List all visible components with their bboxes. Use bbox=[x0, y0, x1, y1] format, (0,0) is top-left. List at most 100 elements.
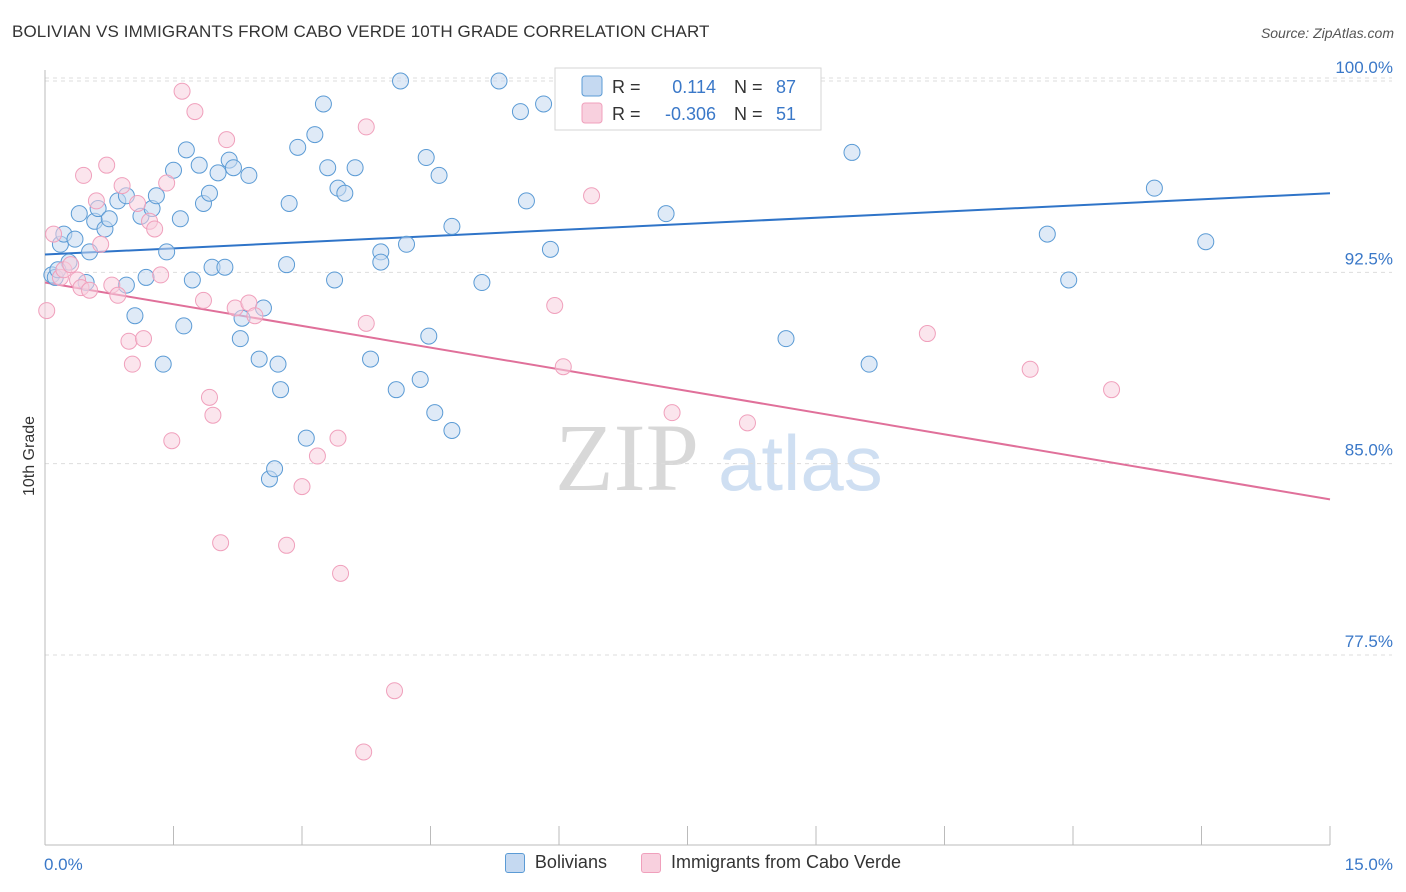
y-tick-label: 77.5% bbox=[1345, 632, 1393, 651]
point-bolivians bbox=[843, 143, 861, 161]
point-bolivians bbox=[250, 350, 268, 368]
tick-labels: 77.5% 85.0% 92.5% 100.0% 0.0% 15.0% bbox=[44, 58, 1393, 874]
y-tick-label: 85.0% bbox=[1345, 441, 1393, 460]
point-bolivians bbox=[137, 268, 155, 286]
point-cabo-verde bbox=[204, 406, 222, 424]
legend-item-bolivians: Bolivians bbox=[504, 852, 607, 873]
point-cabo-verde bbox=[87, 192, 105, 210]
bottom-legend: Bolivians Immigrants from Cabo Verde bbox=[0, 852, 1406, 873]
legend-n-value-2: 51 bbox=[776, 104, 796, 124]
point-cabo-verde bbox=[158, 174, 176, 192]
legend-swatch-cabo-verde bbox=[581, 102, 603, 124]
point-cabo-verde bbox=[98, 156, 116, 174]
legend-r-label-1: R = bbox=[612, 77, 641, 97]
point-bolivians bbox=[190, 156, 208, 174]
point-bolivians bbox=[269, 355, 287, 373]
grid bbox=[45, 77, 1392, 656]
point-bolivians bbox=[490, 72, 508, 90]
point-cabo-verde bbox=[123, 355, 141, 373]
point-bolivians bbox=[346, 159, 364, 177]
legend-n-label-2: N = bbox=[734, 104, 763, 124]
legend-box: R = 0.114 N = 87 R = -0.306 N = 51 bbox=[554, 67, 822, 131]
point-bolivians bbox=[66, 230, 84, 248]
point-bolivians bbox=[306, 126, 324, 144]
point-cabo-verde bbox=[200, 388, 218, 406]
point-bolivians bbox=[278, 256, 296, 274]
point-cabo-verde bbox=[152, 266, 170, 284]
data-points bbox=[38, 72, 1215, 761]
watermark-zip: ZIP bbox=[555, 404, 699, 511]
watermark-atlas: atlas bbox=[718, 419, 883, 507]
point-bolivians bbox=[147, 187, 165, 205]
point-bolivians bbox=[1145, 179, 1163, 197]
point-bolivians bbox=[443, 217, 461, 235]
point-bolivians bbox=[411, 370, 429, 388]
point-cabo-verde bbox=[75, 166, 93, 184]
point-bolivians bbox=[70, 205, 88, 223]
point-bolivians bbox=[362, 350, 380, 368]
point-cabo-verde bbox=[278, 536, 296, 554]
point-cabo-verde bbox=[332, 564, 350, 582]
point-cabo-verde bbox=[45, 225, 63, 243]
point-bolivians bbox=[420, 327, 438, 345]
point-cabo-verde bbox=[163, 432, 181, 450]
point-bolivians bbox=[473, 274, 491, 292]
y-tick-label: 100.0% bbox=[1335, 58, 1393, 77]
y-axis-label: 10th Grade bbox=[21, 416, 38, 496]
x-tick-label-min: 0.0% bbox=[44, 855, 83, 874]
point-cabo-verde bbox=[293, 478, 311, 496]
legend-label-cabo-verde: Immigrants from Cabo Verde bbox=[670, 852, 902, 872]
point-bolivians bbox=[314, 95, 332, 113]
point-bolivians bbox=[177, 141, 195, 159]
legend-swatch-bolivians-bottom bbox=[504, 852, 525, 873]
point-bolivians bbox=[224, 159, 242, 177]
point-cabo-verde bbox=[194, 291, 212, 309]
point-bolivians bbox=[535, 95, 553, 113]
point-bolivians bbox=[183, 271, 201, 289]
legend-n-value-1: 87 bbox=[776, 77, 796, 97]
point-bolivians bbox=[216, 258, 234, 276]
point-cabo-verde bbox=[308, 447, 326, 465]
point-bolivians bbox=[372, 253, 390, 271]
legend-r-label-2: R = bbox=[612, 104, 641, 124]
legend-n-label-1: N = bbox=[734, 77, 763, 97]
legend-r-value-2: -0.306 bbox=[665, 104, 716, 124]
watermark: ZIP atlas bbox=[555, 404, 883, 511]
point-bolivians bbox=[319, 159, 337, 177]
point-bolivians bbox=[1038, 225, 1056, 243]
point-cabo-verde bbox=[212, 534, 230, 552]
point-bolivians bbox=[417, 149, 435, 167]
point-bolivians bbox=[387, 381, 405, 399]
point-bolivians bbox=[126, 307, 144, 325]
source-label: Source: ZipAtlas.com bbox=[1260, 25, 1394, 41]
chart-title: BOLIVIAN VS IMMIGRANTS FROM CABO VERDE 1… bbox=[12, 22, 710, 41]
legend-r-value-1: 0.114 bbox=[672, 77, 716, 97]
point-bolivians bbox=[280, 194, 298, 212]
point-bolivians bbox=[398, 235, 416, 253]
point-bolivians bbox=[541, 240, 559, 258]
point-cabo-verde bbox=[38, 302, 56, 320]
trend-line-bolivians bbox=[44, 192, 1331, 256]
legend-swatch-cabo-verde-bottom bbox=[640, 852, 661, 873]
point-bolivians bbox=[209, 164, 227, 182]
point-cabo-verde bbox=[186, 103, 204, 121]
point-cabo-verde bbox=[663, 404, 681, 422]
point-cabo-verde bbox=[135, 330, 153, 348]
legend-item-cabo-verde: Immigrants from Cabo Verde bbox=[640, 852, 902, 873]
point-bolivians bbox=[171, 210, 189, 228]
point-bolivians bbox=[266, 460, 284, 478]
point-cabo-verde bbox=[92, 235, 110, 253]
point-cabo-verde bbox=[918, 325, 936, 343]
point-bolivians bbox=[289, 138, 307, 156]
point-bolivians bbox=[100, 210, 118, 228]
point-cabo-verde bbox=[355, 743, 373, 761]
point-cabo-verde bbox=[1103, 381, 1121, 399]
point-bolivians bbox=[200, 184, 218, 202]
point-cabo-verde bbox=[357, 314, 375, 332]
point-cabo-verde bbox=[738, 414, 756, 432]
point-cabo-verde bbox=[1021, 360, 1039, 378]
point-bolivians bbox=[154, 355, 172, 373]
point-cabo-verde bbox=[583, 187, 601, 205]
point-cabo-verde bbox=[146, 220, 164, 238]
